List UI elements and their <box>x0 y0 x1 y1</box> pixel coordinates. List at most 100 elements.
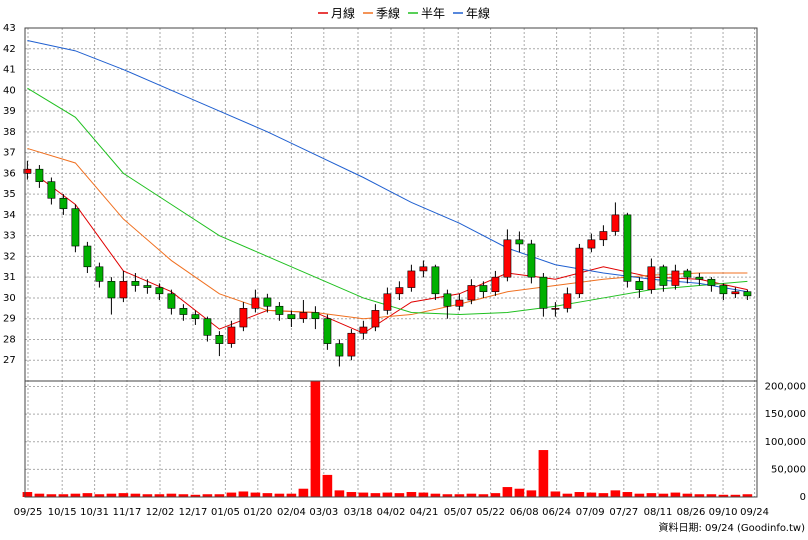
volume-bar <box>550 491 561 497</box>
volume-bar <box>526 490 537 497</box>
volume-bar <box>154 494 165 497</box>
x-tick-label: 10/15 <box>48 507 77 518</box>
volume-bar <box>94 494 105 497</box>
volume-bar <box>334 490 345 497</box>
volume-bar <box>514 488 525 497</box>
volume-bar <box>214 494 225 497</box>
candle-body <box>587 239 596 249</box>
volume-bar <box>502 487 513 497</box>
candle-body <box>371 310 380 328</box>
candle-body <box>323 318 332 344</box>
y-tick-label: 36 <box>3 168 16 179</box>
y2-tick-label: 150,000 <box>765 409 806 420</box>
y-tick-label: 34 <box>3 210 16 221</box>
candle-body <box>203 318 212 336</box>
volume-bar <box>718 494 729 497</box>
volume-bar <box>166 493 177 497</box>
volume-bar <box>70 493 81 497</box>
x-tick-label: 12/17 <box>179 507 208 518</box>
candle-body <box>419 266 428 272</box>
candle-body <box>23 168 32 174</box>
x-tick-label: 09/25 <box>14 507 43 518</box>
y-tick-label: 43 <box>3 23 16 34</box>
volume-bar <box>694 494 705 497</box>
legend-label: 年線 <box>466 6 490 21</box>
y2-tick-label: 0 <box>800 492 806 503</box>
volume-bar <box>646 493 657 497</box>
candle-body <box>359 326 368 334</box>
y-tick-label: 38 <box>3 127 16 138</box>
x-tick-label: 03/03 <box>309 507 338 518</box>
volume-bar <box>454 494 465 497</box>
x-tick-label: 05/22 <box>476 507 505 518</box>
x-tick-label: 01/05 <box>211 507 240 518</box>
candle-body <box>59 197 68 209</box>
volume-bar <box>46 494 57 497</box>
y-tick-label: 39 <box>3 106 16 117</box>
y-tick-label: 31 <box>3 272 16 283</box>
volume-bar <box>298 488 309 497</box>
plot-frame <box>24 27 758 498</box>
y-tick-label: 28 <box>3 334 16 345</box>
candle-body <box>503 239 512 278</box>
candle-body <box>395 287 404 295</box>
candle-body <box>515 239 524 245</box>
candle-body <box>575 247 584 295</box>
y2-tick-label: 200,000 <box>765 382 806 393</box>
candle-body <box>179 308 188 315</box>
volume-bar <box>406 492 417 497</box>
volume-bar <box>634 493 645 497</box>
volume-bar <box>250 492 261 497</box>
candle-body <box>491 276 500 293</box>
candle-body <box>719 285 728 295</box>
x-tick-label: 06/08 <box>510 507 539 518</box>
candle-body <box>275 305 284 315</box>
x-tick-label: 09/24 <box>740 507 769 518</box>
volume-bar <box>310 381 321 497</box>
volume-bar <box>346 492 357 497</box>
volume-bar <box>274 493 285 497</box>
volume-bar <box>670 492 681 497</box>
candle-body <box>407 270 416 288</box>
x-tick-label: 01/20 <box>243 507 272 518</box>
volume-bar <box>742 494 753 497</box>
candle-body <box>527 243 536 278</box>
candle-body <box>191 314 200 320</box>
volume-bar <box>574 492 585 497</box>
x-tick-label: 03/18 <box>344 507 373 518</box>
x-tick-label: 10/31 <box>80 507 109 518</box>
y-tick-label: 33 <box>3 231 16 242</box>
volume-bar <box>202 494 213 497</box>
candle-body <box>335 343 344 357</box>
volume-bar <box>106 493 117 497</box>
candle-body <box>47 181 56 199</box>
y-tick-label: 42 <box>3 44 16 55</box>
candle-body <box>611 214 620 232</box>
volume-bar <box>82 493 93 497</box>
volume-bar <box>382 492 393 497</box>
candle-body <box>539 276 548 309</box>
legend-label: 季線 <box>376 6 400 21</box>
volume-bar <box>58 494 69 497</box>
x-tick-label: 08/11 <box>644 507 673 518</box>
volume-bar <box>706 494 717 497</box>
x-tick-label: 07/27 <box>609 507 638 518</box>
candle-body <box>647 266 656 290</box>
candle-body <box>95 266 104 282</box>
x-tick-label: 09/10 <box>709 507 738 518</box>
volume-bar <box>586 492 597 497</box>
candle-body <box>71 208 80 247</box>
candle-body <box>731 291 740 295</box>
y-tick-label: 32 <box>3 251 16 262</box>
candle-body <box>467 285 476 301</box>
x-tick-label: 07/09 <box>576 507 605 518</box>
volume-bar <box>34 493 45 497</box>
x-tick-label: 05/07 <box>444 507 473 518</box>
candle-body <box>383 293 392 311</box>
volume-bar <box>430 493 441 497</box>
candle-body <box>227 326 236 344</box>
x-tick-label: 08/26 <box>677 507 706 518</box>
volume-bar <box>190 494 201 497</box>
y-tick-label: 30 <box>3 293 16 304</box>
